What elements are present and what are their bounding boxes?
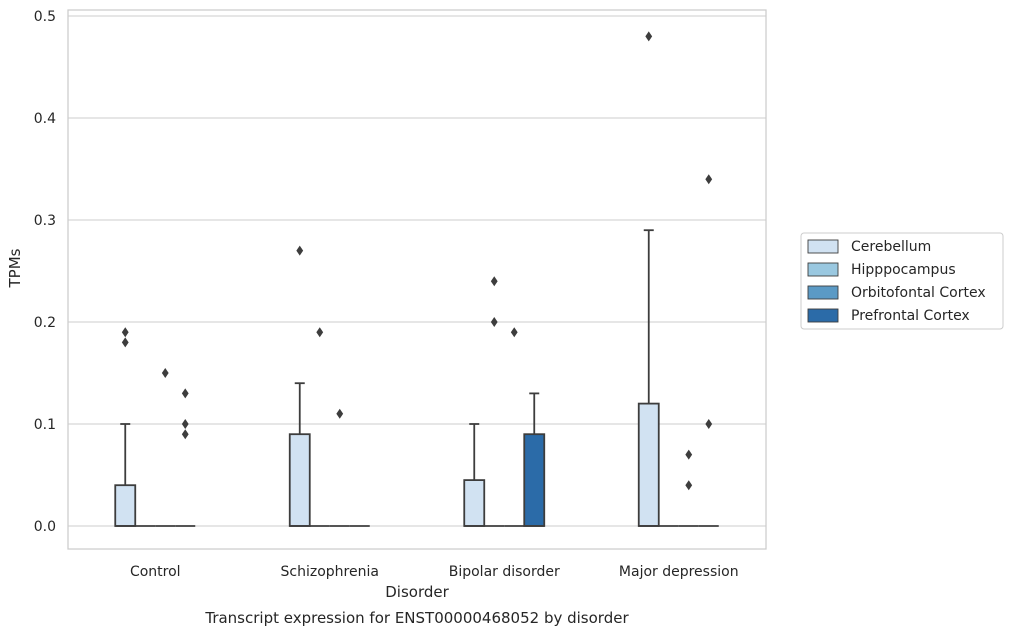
outlier-point	[705, 419, 713, 429]
x-tick-label: Control	[130, 564, 181, 580]
outlier-point	[161, 368, 169, 378]
grid-lines	[68, 15, 766, 527]
box-cerebellum-0	[114, 327, 137, 527]
outlier-point	[181, 419, 189, 429]
outlier-point	[121, 327, 129, 338]
outlier-point	[705, 174, 713, 185]
y-tick-label: 0.0	[34, 519, 56, 535]
x-axis-label: Disorder	[385, 583, 449, 601]
y-tick-label: 0.1	[34, 417, 56, 433]
box-orbitofontal-cortex-2	[504, 327, 525, 527]
box-hipppocampus-1	[309, 327, 330, 527]
box-cerebellum-2	[463, 423, 486, 527]
outlier-point	[336, 408, 344, 419]
box	[637, 402, 660, 527]
legend-label: Cerebellum	[851, 239, 931, 255]
outlier-point	[645, 31, 653, 42]
y-axis-ticks: 0.0 0.1 0.2 0.3 0.4 0.5	[34, 9, 56, 535]
legend-label: Hipppocampus	[851, 262, 956, 278]
box	[463, 479, 486, 527]
box	[288, 433, 311, 527]
y-tick-label: 0.3	[34, 213, 56, 229]
box-plots	[114, 31, 719, 527]
outlier-point	[181, 429, 189, 440]
box-prefrontal-cortex-3	[698, 174, 719, 527]
legend-label: Prefrontal Cortex	[851, 308, 970, 324]
plot-area-frame	[67, 9, 767, 550]
x-tick-label: Major depression	[619, 564, 739, 580]
y-tick-label: 0.2	[34, 315, 56, 331]
box-hipppocampus-2	[484, 276, 505, 527]
box-prefrontal-cortex-2	[523, 392, 546, 527]
y-tick-label: 0.4	[34, 111, 56, 127]
outlier-point	[181, 388, 189, 399]
outlier-point	[510, 327, 518, 338]
outlier-point	[121, 337, 129, 348]
outlier-point	[490, 317, 498, 327]
box-orbitofontal-cortex-1	[329, 408, 350, 527]
box-cerebellum-3	[637, 31, 660, 527]
box	[114, 484, 137, 527]
outlier-point	[296, 245, 304, 256]
y-axis-label: TPMs	[6, 248, 24, 288]
box-prefrontal-cortex-0	[175, 388, 196, 527]
x-tick-label: Schizophrenia	[281, 564, 379, 580]
x-axis-ticks: Control Schizophrenia Bipolar disorder Majo…	[130, 564, 739, 580]
box-orbitofontal-cortex-3	[678, 449, 699, 527]
legend-swatch	[807, 308, 839, 323]
legend-swatch	[807, 262, 839, 277]
legend: Cerebellum Hipppocampus Orbitofontal Corte…	[800, 232, 1004, 330]
x-tick-label: Bipolar disorder	[449, 564, 560, 580]
legend-swatch	[807, 285, 839, 300]
legend-swatch	[807, 239, 839, 254]
outlier-point	[316, 327, 324, 338]
outlier-point	[685, 449, 693, 460]
chart-title: Transcript expression for ENST0000046805…	[204, 609, 629, 627]
legend-label: Orbitofontal Cortex	[851, 285, 986, 301]
box	[523, 433, 546, 527]
legend-frame	[800, 232, 1004, 330]
box-orbitofontal-cortex-0	[155, 368, 176, 527]
outlier-point	[685, 480, 693, 491]
box-cerebellum-1	[288, 245, 311, 527]
outlier-point	[490, 276, 498, 287]
y-tick-label: 0.5	[34, 9, 56, 25]
